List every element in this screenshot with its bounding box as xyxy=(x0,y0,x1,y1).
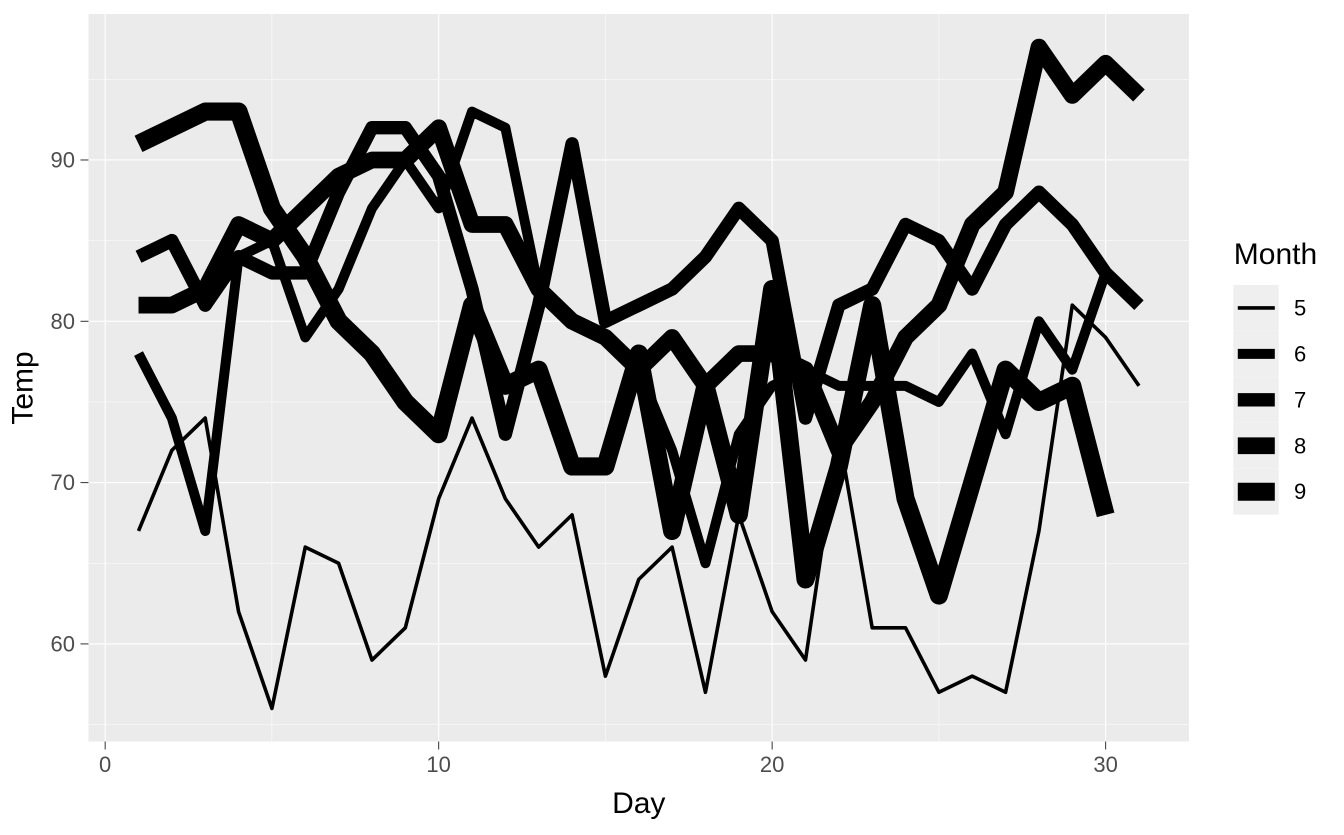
svg-text:8: 8 xyxy=(1294,433,1306,458)
svg-text:10: 10 xyxy=(426,752,450,777)
svg-text:Temp: Temp xyxy=(7,351,40,424)
svg-text:0: 0 xyxy=(99,752,111,777)
svg-text:80: 80 xyxy=(51,309,75,334)
svg-text:20: 20 xyxy=(760,752,784,777)
svg-text:Month: Month xyxy=(1234,238,1317,271)
svg-text:7: 7 xyxy=(1294,387,1306,412)
svg-text:6: 6 xyxy=(1294,341,1306,366)
svg-text:90: 90 xyxy=(51,148,75,173)
svg-text:70: 70 xyxy=(51,470,75,495)
svg-text:5: 5 xyxy=(1294,295,1306,320)
svg-text:9: 9 xyxy=(1294,479,1306,504)
svg-text:30: 30 xyxy=(1093,752,1117,777)
svg-text:60: 60 xyxy=(51,631,75,656)
svg-text:Day: Day xyxy=(612,787,665,820)
